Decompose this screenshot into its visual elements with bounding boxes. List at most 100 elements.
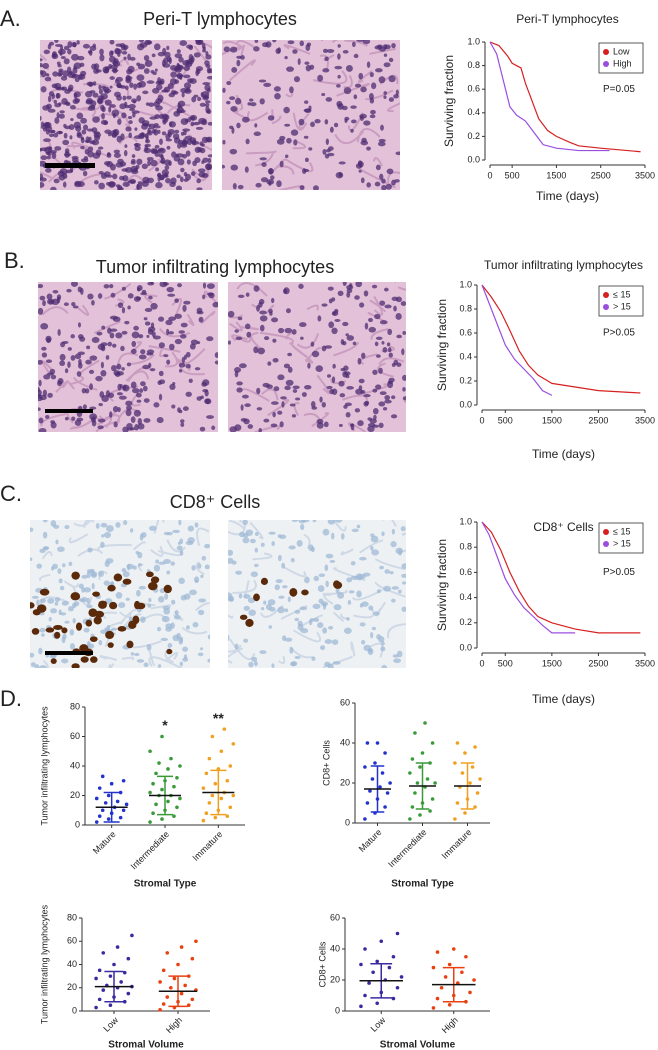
- histology-image: [228, 282, 406, 432]
- y-axis-label: Tumor infiltrating lymphocytes: [39, 904, 49, 1024]
- histology-image: [228, 520, 406, 668]
- data-point: [435, 996, 440, 1001]
- data-point: [363, 947, 367, 951]
- x-tick-label: 2500: [591, 170, 611, 180]
- data-point: [94, 796, 99, 801]
- legend-label: High: [613, 58, 632, 68]
- data-point: [373, 761, 377, 765]
- y-tick-label: 0.4: [459, 592, 472, 602]
- data-point: [160, 787, 164, 792]
- legend-marker: [603, 49, 609, 55]
- data-point: [418, 765, 422, 769]
- data-point: [365, 801, 370, 805]
- data-point: [119, 980, 123, 984]
- legend-label: Low: [613, 46, 630, 56]
- data-point: [151, 781, 155, 786]
- data-point: [428, 761, 432, 765]
- data-point: [447, 962, 452, 967]
- y-tick-label: 20: [70, 790, 80, 800]
- data-point: [420, 751, 425, 755]
- y-tick-label: 80: [70, 701, 80, 711]
- data-point: [103, 801, 108, 805]
- data-point: [439, 985, 444, 990]
- data-point: [186, 974, 191, 978]
- x-tick-label: Low: [369, 1015, 388, 1034]
- x-tick-label: High: [164, 1015, 184, 1035]
- data-point: [148, 790, 152, 795]
- legend-box: [598, 522, 644, 554]
- data-point: [478, 777, 482, 781]
- y-axis-label: Surviving fraction: [435, 299, 449, 391]
- x-tick-label: 0: [479, 658, 484, 668]
- data-point: [464, 954, 468, 959]
- data-point: [154, 771, 158, 776]
- data-point: [115, 945, 120, 949]
- data-point: [219, 796, 224, 801]
- data-point: [463, 811, 467, 815]
- data-point: [210, 734, 215, 739]
- data-point: [363, 817, 367, 821]
- data-point: [375, 1001, 379, 1006]
- data-point: [186, 1003, 191, 1007]
- data-point: [166, 799, 170, 804]
- data-point: [108, 974, 113, 978]
- y-tick-label: 0: [75, 819, 80, 829]
- scale-bar: [45, 651, 93, 655]
- chart-title: Tumor infiltrating lymphocytes: [484, 258, 643, 272]
- annotation: P=0.05: [603, 84, 635, 95]
- data-point: [413, 731, 417, 735]
- data-point: [363, 993, 367, 998]
- y-axis-label: Surviving fraction: [442, 55, 456, 147]
- y-tick-label: 0.2: [467, 131, 480, 141]
- significance-mark: *: [162, 717, 168, 733]
- x-tick-label: 3500: [635, 658, 655, 668]
- data-point: [165, 995, 170, 999]
- data-point: [435, 950, 440, 954]
- survival-curve: [481, 284, 641, 394]
- data-point: [431, 965, 436, 970]
- data-point: [115, 799, 120, 804]
- y-tick-label: 0.6: [459, 567, 472, 577]
- x-tick-label: Low: [101, 1015, 120, 1034]
- data-point: [380, 771, 385, 775]
- data-point: [370, 777, 375, 781]
- data-point: [423, 721, 427, 725]
- data-point: [455, 801, 460, 805]
- legend-marker: [603, 541, 609, 547]
- y-axis-label: Tumor infiltrating lymphocytes: [39, 706, 49, 826]
- y-tick-label: 60: [340, 697, 350, 707]
- data-point: [158, 980, 162, 984]
- legend-label: > 15: [613, 538, 631, 548]
- data-point: [109, 781, 114, 786]
- data-point: [378, 785, 382, 789]
- data-point: [178, 796, 182, 801]
- data-point: [161, 1002, 166, 1006]
- data-point: [97, 786, 102, 790]
- data-point: [430, 797, 435, 801]
- data-point: [231, 793, 236, 798]
- data-point: [225, 778, 230, 783]
- y-tick-label: 20: [340, 777, 350, 787]
- x-tick-label: Mature: [357, 827, 384, 854]
- data-point: [151, 811, 155, 815]
- data-point: [473, 805, 477, 809]
- data-point: [455, 741, 460, 745]
- data-point: [207, 756, 212, 761]
- data-point: [367, 981, 371, 985]
- legend-box: [598, 285, 644, 317]
- data-point: [201, 786, 206, 790]
- data-point: [101, 951, 106, 955]
- panel-label: B.: [4, 248, 25, 273]
- y-tick-label: 0.0: [459, 399, 472, 409]
- data-point: [473, 745, 477, 749]
- y-tick-label: 0.8: [459, 303, 472, 313]
- data-point: [94, 1005, 98, 1010]
- histology-image: [38, 282, 218, 432]
- histology-image: [40, 40, 212, 190]
- y-tick-label: 60: [67, 936, 77, 946]
- y-tick-label: 40: [67, 959, 77, 969]
- x-tick-label: 1500: [542, 415, 562, 425]
- y-axis-label: CD8+ Cells: [317, 941, 327, 987]
- y-tick-label: 40: [70, 760, 80, 770]
- x-tick-label: 2500: [588, 658, 608, 668]
